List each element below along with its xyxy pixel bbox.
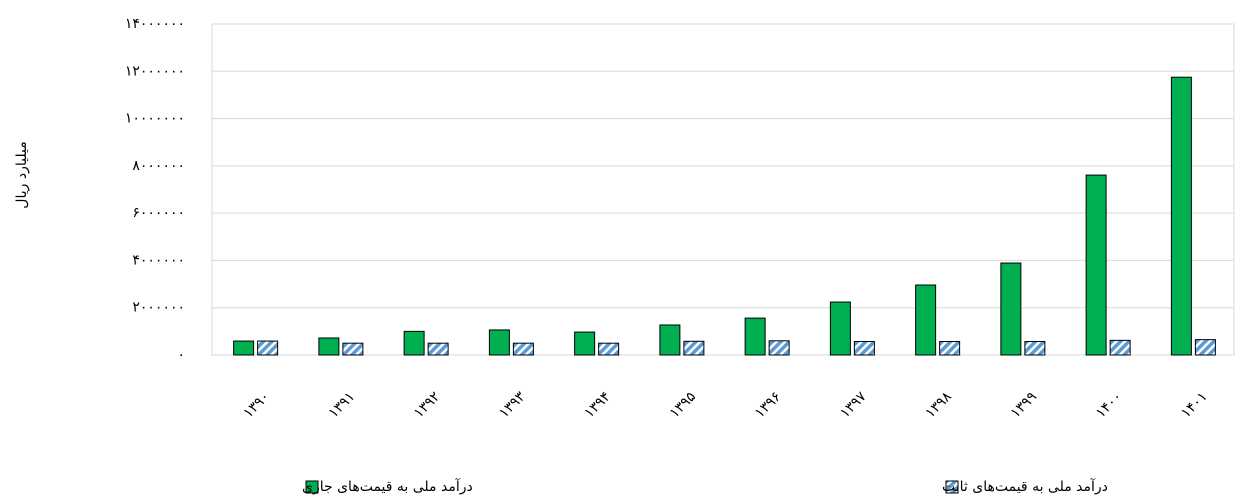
x-tick-label: ۱۳۹۲ xyxy=(411,389,444,422)
x-tick-label: ۱۳۹۹ xyxy=(1008,389,1041,422)
x-tick-label: ۱۳۹۳ xyxy=(496,388,529,421)
y-axis-label: میلیارد ریال xyxy=(14,141,30,208)
bar xyxy=(1109,339,1131,356)
bar xyxy=(512,342,534,356)
y-tick-label: ۱۲۰۰۰۰۰۰ xyxy=(125,63,185,79)
x-tick-label: ۱۳۹۶ xyxy=(752,389,785,422)
bar xyxy=(318,337,340,356)
bar xyxy=(915,284,937,356)
y-tick-label: ۴۰۰۰۰۰۰ xyxy=(132,252,185,268)
y-tick-label: ۱۰۰۰۰۰۰۰ xyxy=(125,111,185,127)
bar xyxy=(1000,262,1022,356)
y-tick-label: ۸۰۰۰۰۰۰ xyxy=(132,158,185,174)
x-tick-label: ۱۳۹۸ xyxy=(922,388,955,421)
y-tick-label: ۲۰۰۰۰۰۰ xyxy=(132,300,185,316)
bar xyxy=(574,331,596,356)
bar xyxy=(768,340,790,356)
legend-label: درآمد ملی به قیمت‌های جاری xyxy=(302,478,473,495)
y-tick-label: ۰ xyxy=(177,347,185,363)
bar xyxy=(1170,76,1192,356)
bar xyxy=(257,340,279,356)
bar xyxy=(744,317,766,356)
legend-swatch xyxy=(305,480,319,494)
bar xyxy=(598,342,620,356)
bar xyxy=(939,341,961,356)
bar xyxy=(829,301,851,356)
x-tick-label: ۱۳۹۵ xyxy=(667,389,700,422)
bar xyxy=(1024,341,1046,356)
x-tick-label: ۱۳۹۱ xyxy=(326,389,359,422)
y-tick-label: ۱۴۰۰۰۰۰۰ xyxy=(125,16,185,32)
legend-swatch xyxy=(945,480,959,494)
bar xyxy=(683,340,705,356)
x-tick-label: ۱۴۰۰ xyxy=(1093,389,1126,422)
bar xyxy=(403,330,425,356)
x-tick-label: ۱۳۹۰ xyxy=(240,389,273,422)
bar xyxy=(342,342,364,356)
x-tick-label: ۱۳۹۴ xyxy=(581,389,614,422)
x-tick-label: ۱۴۰۱ xyxy=(1178,389,1211,422)
y-tick-label: ۶۰۰۰۰۰۰ xyxy=(132,205,185,221)
bar xyxy=(659,324,681,356)
bar xyxy=(488,329,510,356)
bar xyxy=(233,340,255,356)
legend-label: درآمد ملی به قیمت‌های ثابت xyxy=(942,478,1108,495)
bar xyxy=(1085,174,1107,356)
bar xyxy=(853,341,875,356)
x-tick-label: ۱۳۹۷ xyxy=(837,388,870,421)
plot-area xyxy=(211,23,1235,356)
bar xyxy=(1194,339,1216,356)
bar xyxy=(427,342,449,356)
